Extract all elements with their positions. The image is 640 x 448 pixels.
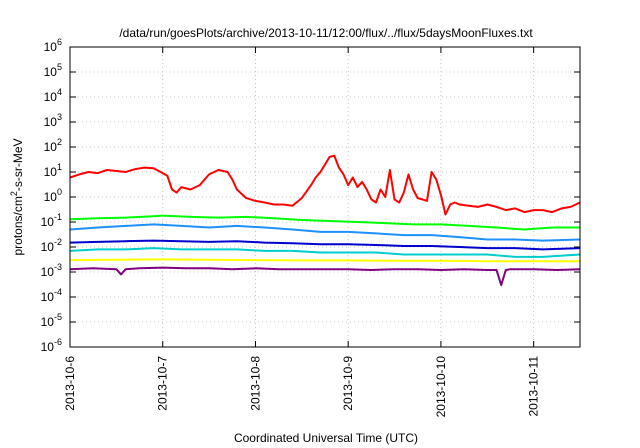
series-line-3 <box>69 239 581 251</box>
series-line-4 <box>69 247 581 258</box>
y-tick-label-base: 10 <box>44 115 58 129</box>
y-tick-label-sup: -4 <box>54 287 62 297</box>
y-tick-label-sup: 4 <box>57 87 62 97</box>
y-tick-label-base: 10 <box>41 265 55 279</box>
y-tick-label-base: 10 <box>41 215 55 229</box>
y-tick-label: 100 <box>44 187 62 204</box>
y-tick-label: 10-3 <box>41 262 62 279</box>
y-tick-label: 10-6 <box>41 337 62 354</box>
y-tick-label-base: 10 <box>44 165 58 179</box>
y-tick-label-base: 10 <box>44 40 58 54</box>
y-tick-label: 10-5 <box>41 312 62 329</box>
x-tick-label: 2013-10-8 <box>248 356 262 411</box>
y-tick-label-base: 10 <box>41 340 55 354</box>
x-tick-label: 2013-10-9 <box>341 356 355 411</box>
y-tick-label-sup: -2 <box>54 237 62 247</box>
y-tick-label-sup: 1 <box>57 162 62 172</box>
y-axis-label-base: protons/cm <box>11 196 25 255</box>
series-line-1 <box>69 214 580 231</box>
series-group <box>69 154 581 287</box>
y-tick-label: 10-1 <box>41 212 62 229</box>
y-tick-label-base: 10 <box>44 90 58 104</box>
y-tick-label-sup: -1 <box>54 212 62 222</box>
series-line-6 <box>69 266 581 287</box>
series-line-0 <box>69 154 581 216</box>
grid <box>70 47 580 347</box>
y-tick-label-base: 10 <box>41 315 55 329</box>
y-tick-label-sup: -3 <box>54 262 62 272</box>
x-tick-label: 2013-10-11 <box>527 356 541 417</box>
x-tick-label: 2013-10-7 <box>156 356 170 411</box>
y-tick-label-base: 10 <box>41 240 55 254</box>
y-tick-label-sup: -5 <box>54 312 62 322</box>
y-tick-label-sup: 6 <box>57 37 62 47</box>
y-axis-label-sup: 2 <box>9 191 19 196</box>
y-tick-label-sup: 5 <box>57 62 62 72</box>
y-axis-label: protons/cm2-s-sr-MeV <box>9 138 25 255</box>
y-tick-label-base: 10 <box>44 190 58 204</box>
x-axis: 2013-10-6 2013-10-7 2013-10-8 2013-10-9 2013… <box>63 47 541 417</box>
chart-title: /data/run/goesPlots/archive/2013-10-11/1… <box>119 26 533 40</box>
y-tick-label: 10-4 <box>41 287 62 304</box>
y-tick-label-base: 10 <box>44 65 58 79</box>
y-tick-label: 106 <box>44 37 62 54</box>
y-tick-label-base: 10 <box>41 290 55 304</box>
y-tick-label: 102 <box>44 137 62 154</box>
y-tick-label-sup: 0 <box>57 187 62 197</box>
y-tick-label: 103 <box>44 112 62 129</box>
y-tick-label-sup: 3 <box>57 112 62 122</box>
y-tick-label-sup: 2 <box>57 137 62 147</box>
y-tick-label-sup: -6 <box>54 337 62 347</box>
series-line-2 <box>69 223 581 242</box>
y-axis: 10610510410310210110010-110-210-310-410-… <box>41 37 580 354</box>
y-tick-label: 10-2 <box>41 237 62 254</box>
y-tick-label: 104 <box>44 87 62 104</box>
x-tick-label: 2013-10-10 <box>434 356 448 418</box>
y-tick-label: 105 <box>44 62 62 79</box>
y-tick-label-base: 10 <box>44 140 58 154</box>
y-axis-label-rest: -s-sr-MeV <box>11 138 25 191</box>
y-tick-label: 101 <box>44 162 62 179</box>
series-line-5 <box>69 258 580 263</box>
x-tick-label: 2013-10-6 <box>63 356 77 411</box>
x-axis-label: Coordinated Universal Time (UTC) <box>234 431 418 445</box>
